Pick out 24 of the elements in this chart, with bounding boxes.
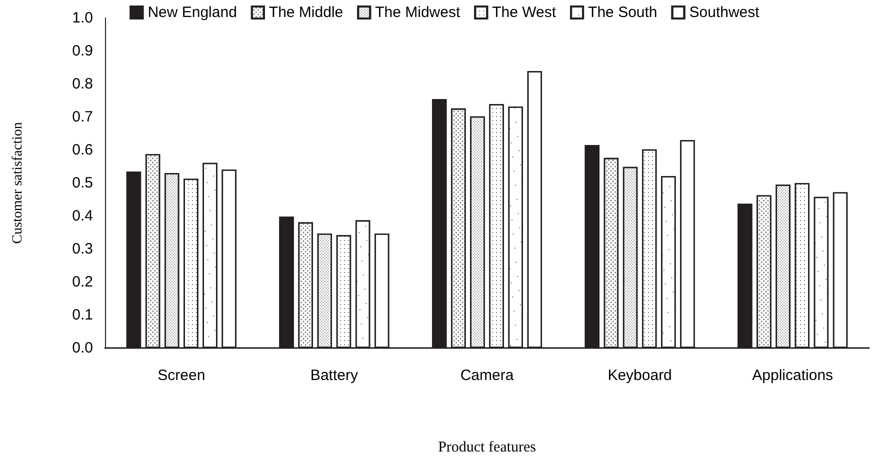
y-tick-label: 1.0 [72,10,93,26]
x-tick-label: Applications [752,367,834,384]
legend-label: The Midwest [375,4,461,21]
x-tick-label: Battery [310,367,358,384]
x-tick-label: Camera [460,367,514,384]
y-axis-title: Customer satisfaction [10,122,26,244]
y-tick-label: 0.3 [72,240,93,258]
x-tick-label: Screen [158,367,206,384]
y-tick-label: 0.0 [72,340,93,356]
y-tick-label: 0.2 [72,274,93,290]
x-tick-label: Keyboard [608,367,672,384]
y-tick-label: 0.4 [72,208,93,224]
y-tick-label: 0.6 [72,142,93,158]
x-axis-title: Product features [438,440,536,456]
legend-label: Southwest [689,4,760,21]
y-tick-label: 0.7 [72,108,93,126]
legend-label: The Middle [268,4,344,21]
y-tick-label: 0.1 [72,306,93,324]
y-tick-label: 0.5 [72,174,93,192]
legend-label: The South [588,4,658,21]
legend-label: New England [148,4,237,21]
y-tick-label: 0.8 [72,76,93,92]
legend-label: The West [492,4,557,21]
y-tick-label: 0.9 [72,42,93,60]
